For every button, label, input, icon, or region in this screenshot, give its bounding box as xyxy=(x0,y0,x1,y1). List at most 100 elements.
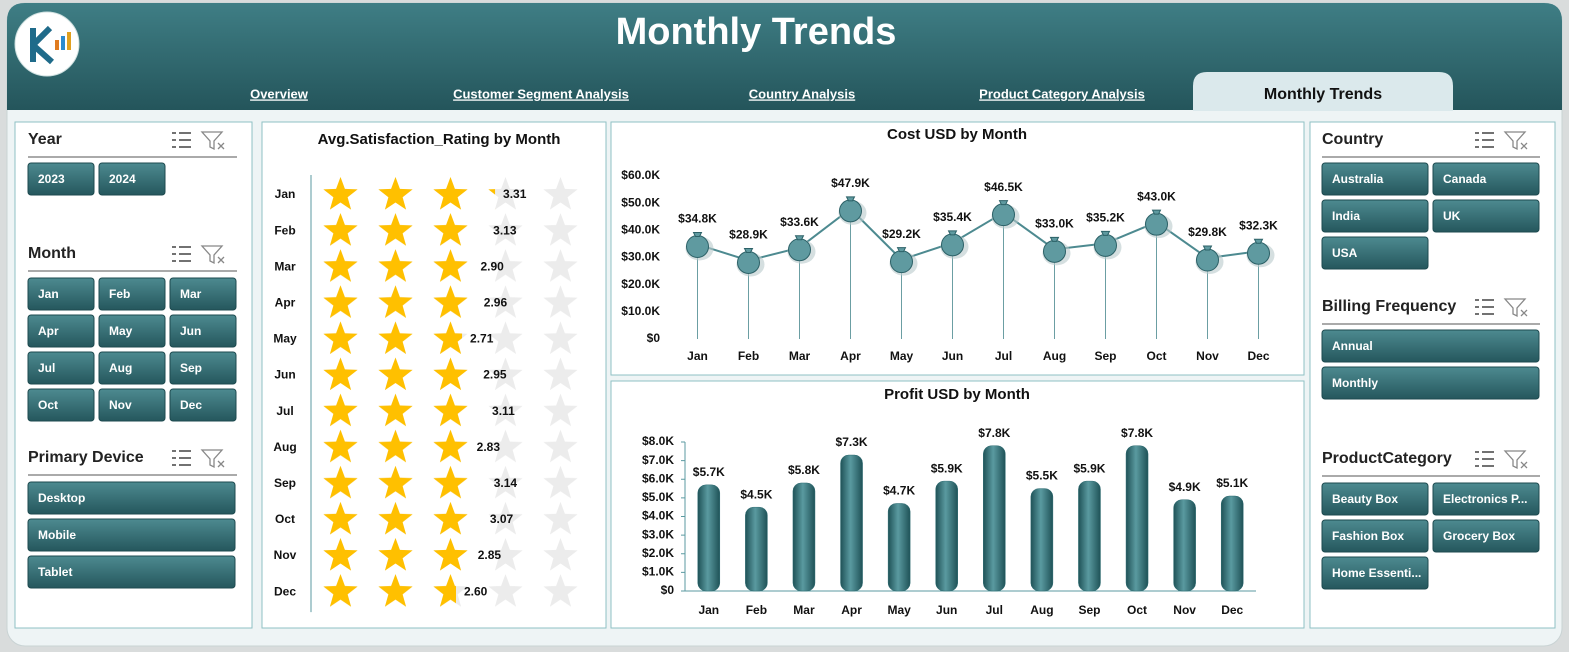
chart-title: Avg.Satisfaction_Rating by Month xyxy=(318,131,561,148)
x-tick-label: Mar xyxy=(793,603,815,617)
slicer-button[interactable] xyxy=(169,351,237,385)
slicer-button-label[interactable]: Oct xyxy=(38,398,58,412)
slicer-button[interactable] xyxy=(1432,162,1540,196)
slicer-button-label[interactable]: Monthly xyxy=(1332,376,1378,390)
slicer-button-label[interactable]: Fashion Box xyxy=(1332,529,1404,543)
bar xyxy=(697,484,721,592)
slicer-button[interactable] xyxy=(98,314,166,348)
multi-select-icon[interactable] xyxy=(1475,132,1494,148)
slicer-button-label[interactable]: Mar xyxy=(180,287,202,301)
money-bag-marker xyxy=(686,234,709,258)
clear-filter-icon[interactable] xyxy=(1503,131,1528,151)
slicer-button[interactable] xyxy=(98,388,166,422)
x-tick-label: Mar xyxy=(789,349,811,363)
nav-tab[interactable]: Monthly Trends xyxy=(1264,86,1382,103)
slicer-button[interactable] xyxy=(1321,482,1429,516)
x-tick-label: Feb xyxy=(738,349,759,363)
multi-select-icon[interactable] xyxy=(1475,451,1494,467)
nav-tab[interactable]: Product Category Analysis xyxy=(979,86,1145,101)
slicer-button-label[interactable]: Electronics P... xyxy=(1443,492,1528,506)
slicer-button-label[interactable]: Dec xyxy=(180,398,202,412)
slicer-button[interactable] xyxy=(1321,329,1540,363)
money-bag-neck xyxy=(1202,245,1213,251)
clear-filter-icon[interactable] xyxy=(200,245,225,265)
multi-select-icon[interactable] xyxy=(1475,299,1494,315)
data-label: 2.60 xyxy=(464,584,488,598)
slicer-button[interactable] xyxy=(27,481,236,515)
slicer-button-label[interactable]: Nov xyxy=(109,398,132,412)
data-label: $7.8K xyxy=(978,426,1010,440)
slicer-button[interactable] xyxy=(169,314,237,348)
y-tick-label: Jan xyxy=(275,187,296,201)
data-label: $33.6K xyxy=(780,215,819,229)
x-tick-label: Jan xyxy=(687,349,708,363)
slicer-button[interactable] xyxy=(98,162,166,196)
slicer-button[interactable] xyxy=(27,351,95,385)
slicer-button-label[interactable]: May xyxy=(109,324,133,338)
slicer-button[interactable] xyxy=(27,277,95,311)
multi-select-icon[interactable] xyxy=(172,450,191,466)
x-tick-label: Dec xyxy=(1247,349,1269,363)
slicer-button-label[interactable]: Mobile xyxy=(38,528,76,542)
slicer-button-label[interactable]: Australia xyxy=(1332,172,1384,186)
slicer-button[interactable] xyxy=(27,162,95,196)
slicer-button-label[interactable]: Beauty Box xyxy=(1332,492,1398,506)
slicer-button[interactable] xyxy=(98,351,166,385)
slicer-button-label[interactable]: USA xyxy=(1332,246,1358,260)
slicer-button[interactable] xyxy=(1321,519,1429,553)
clear-filter-icon[interactable] xyxy=(200,131,225,151)
clear-filter-icon[interactable] xyxy=(200,449,225,469)
slicer-button-label[interactable]: Home Essenti... xyxy=(1332,566,1421,580)
slicer-button-label[interactable]: Tablet xyxy=(38,565,72,579)
slicer-button-label[interactable]: Feb xyxy=(109,287,130,301)
slicer-button[interactable] xyxy=(1432,199,1540,233)
slicer-button[interactable] xyxy=(1321,199,1429,233)
slicer-button-label[interactable]: Desktop xyxy=(38,491,85,505)
slicer-button[interactable] xyxy=(1321,162,1429,196)
slicer-button[interactable] xyxy=(27,555,236,589)
y-tick-label: $7.0K xyxy=(642,453,674,467)
slicer-button[interactable] xyxy=(27,388,95,422)
slicer-button-label[interactable]: Sep xyxy=(180,361,202,375)
bar xyxy=(935,480,958,592)
y-tick-label: Sep xyxy=(274,476,296,490)
nav-tab[interactable]: Country Analysis xyxy=(749,86,855,101)
slicer-button[interactable] xyxy=(1432,482,1540,516)
clear-filter-icon[interactable] xyxy=(1503,298,1528,318)
money-bag-neck xyxy=(1151,209,1162,215)
star-row xyxy=(313,357,588,392)
slicer-button-label[interactable]: Annual xyxy=(1332,339,1373,353)
slicer-button[interactable] xyxy=(169,277,237,311)
multi-select-icon[interactable] xyxy=(172,132,191,148)
slicer-button-label[interactable]: Canada xyxy=(1443,172,1487,186)
slicer-button[interactable] xyxy=(169,388,237,422)
x-tick-label: Jul xyxy=(995,349,1012,363)
slicer-button[interactable] xyxy=(1321,556,1429,590)
slicer-button-label[interactable]: Apr xyxy=(38,324,59,338)
star-row xyxy=(313,465,588,500)
slicer-button[interactable] xyxy=(98,277,166,311)
slicer-button-label[interactable]: UK xyxy=(1443,209,1461,223)
nav-tab[interactable]: Overview xyxy=(250,86,309,101)
slicer-button[interactable] xyxy=(1321,236,1429,270)
nav-tab[interactable]: Customer Segment Analysis xyxy=(453,86,629,101)
slicer-button[interactable] xyxy=(27,518,236,552)
slicer-button-label[interactable]: Aug xyxy=(109,361,132,375)
slicer-button[interactable] xyxy=(27,314,95,348)
bar xyxy=(1173,499,1196,592)
slicer-button-label[interactable]: Jan xyxy=(38,287,59,301)
slicer-button-label[interactable]: Jul xyxy=(38,361,55,375)
slicer-button[interactable] xyxy=(1432,519,1540,553)
y-tick-label: $20.0K xyxy=(621,277,660,291)
page-title: Monthly Trends xyxy=(616,11,897,53)
slicer-button-label[interactable]: 2024 xyxy=(109,172,136,186)
multi-select-icon[interactable] xyxy=(172,246,191,262)
slicer-button-label[interactable]: Jun xyxy=(180,324,201,338)
x-tick-label: Oct xyxy=(1127,603,1147,617)
slicer-button-label[interactable]: 2023 xyxy=(38,172,65,186)
slicer-button-label[interactable]: India xyxy=(1332,209,1360,223)
clear-filter-icon[interactable] xyxy=(1503,450,1528,470)
slicer-button-label[interactable]: Grocery Box xyxy=(1443,529,1515,543)
slicer-button[interactable] xyxy=(1321,366,1540,400)
